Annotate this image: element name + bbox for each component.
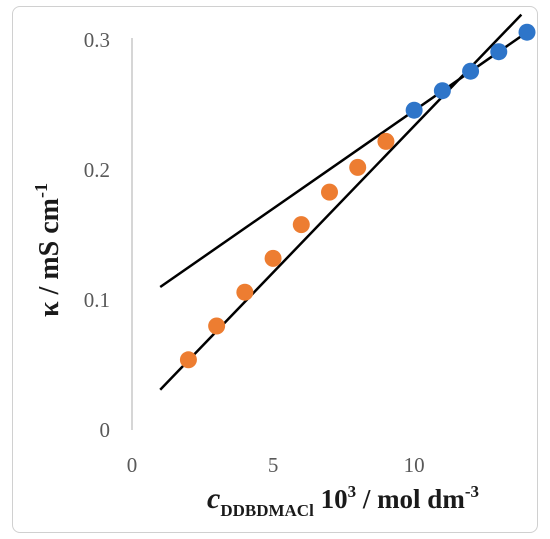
series-2-point — [490, 43, 508, 61]
x-axis-title-var: c — [207, 482, 220, 515]
series-1-point — [236, 283, 254, 301]
y-tick-label: 0.2 — [84, 158, 110, 182]
y-axis-title: κ / mS cm-1 — [31, 183, 65, 317]
series-2-point — [405, 101, 423, 119]
series-2-point — [518, 23, 536, 41]
series-1-point — [377, 132, 395, 150]
x-tick-label: 0 — [127, 453, 138, 477]
y-tick-label: 0 — [100, 418, 111, 442]
x-tick-label: 10 — [404, 453, 425, 477]
series-1-point — [179, 351, 197, 369]
series-1-point — [208, 317, 226, 335]
series-2-point — [462, 62, 480, 80]
series-1-point — [264, 249, 282, 267]
y-axis-title-sup: -1 — [31, 183, 51, 198]
series-1-point — [292, 216, 310, 234]
x-axis-title-sup1: 3 — [348, 482, 357, 501]
series-2-point — [433, 82, 451, 100]
x-tick-label: 5 — [268, 453, 279, 477]
series-1-point — [321, 183, 338, 201]
y-tick-label: 0.1 — [84, 288, 110, 312]
y-axis-title-text: κ / mS cm — [34, 198, 65, 317]
x-axis-title: cDDBDMACl 103 / mol dm-3 — [207, 482, 479, 520]
x-axis-title-sup2: -3 — [465, 482, 479, 501]
x-axis-title-scale: 10 — [314, 484, 348, 514]
series-1-point — [349, 158, 367, 176]
data-points — [179, 23, 536, 369]
y-tick-labels: 0 0.1 0.2 0.3 — [84, 28, 110, 442]
chart-frame — [12, 6, 538, 533]
y-tick-label: 0.3 — [84, 28, 110, 52]
x-axis-title-sub: DDBDMACl — [220, 501, 314, 520]
x-axis-title-unit: / mol dm — [356, 484, 465, 514]
x-tick-labels: 0 5 10 — [127, 453, 425, 477]
